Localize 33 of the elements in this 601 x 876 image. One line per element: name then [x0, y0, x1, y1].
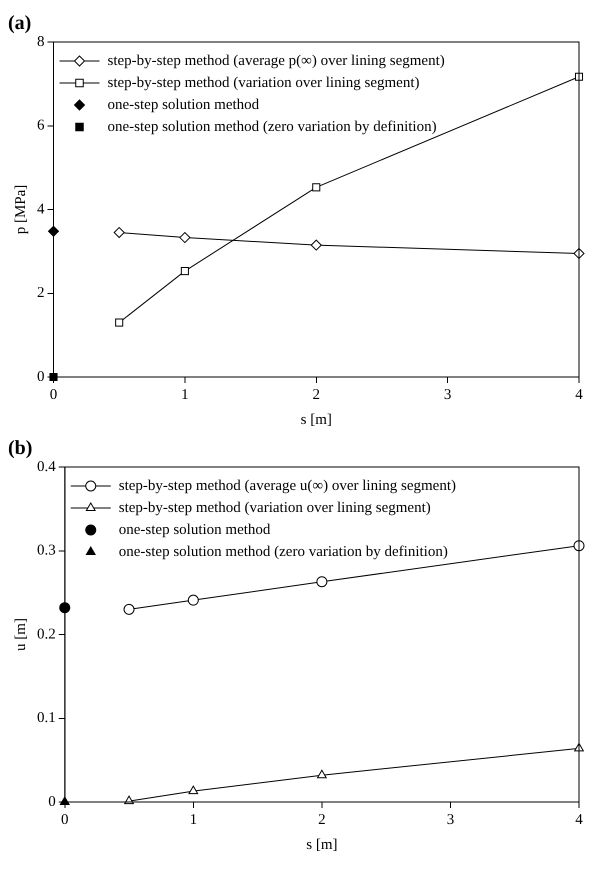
y-axis-title: p [MPa] — [12, 184, 29, 234]
y-tick-label: 4 — [37, 201, 45, 218]
legend-label: step-by-step method (average p(∞) over lining segment) — [108, 52, 445, 69]
legend-label: one-step solution method — [118, 522, 271, 538]
y-axis-title: u [m] — [12, 618, 29, 651]
x-tick-label: 4 — [575, 812, 584, 828]
x-tick-label: 2 — [312, 386, 320, 403]
y-tick-label: 0.2 — [37, 626, 56, 642]
legend-label: step-by-step method (average u(∞) over lining segment) — [118, 478, 456, 494]
legend-label: step-by-step method (variation over lining segment) — [118, 500, 431, 516]
y-tick-label: 0 — [37, 368, 44, 385]
y-tick-label: 8 — [37, 34, 44, 50]
x-tick-label: 0 — [61, 812, 68, 828]
legend-label: one-step solution method — [108, 96, 260, 113]
x-tick-label: 1 — [190, 812, 198, 828]
x-tick-label: 4 — [575, 386, 584, 403]
y-tick-label: 6 — [37, 118, 45, 134]
x-axis-title: s [m] — [300, 412, 332, 428]
x-axis-title: s [m] — [306, 836, 338, 853]
y-tick-label: 0 — [48, 794, 56, 810]
chart-title: (a) — [8, 12, 32, 34]
y-tick-label: 0.4 — [37, 458, 56, 475]
y-tick-label: 2 — [37, 285, 44, 302]
legend-label: one-step solution method (zero variation by definition) — [118, 544, 448, 560]
legend-label: step-by-step method (variation over lining segment) — [108, 74, 420, 91]
y-tick-label: 0.3 — [37, 542, 56, 559]
x-tick-label: 2 — [318, 812, 326, 828]
x-tick-label: 3 — [446, 812, 454, 828]
x-tick-label: 1 — [181, 386, 189, 403]
y-tick-label: 0.1 — [37, 710, 56, 726]
x-tick-label: 3 — [444, 386, 452, 403]
legend-label: one-step solution method (zero variation by definition) — [108, 118, 437, 135]
chart-title: (b) — [8, 437, 32, 460]
